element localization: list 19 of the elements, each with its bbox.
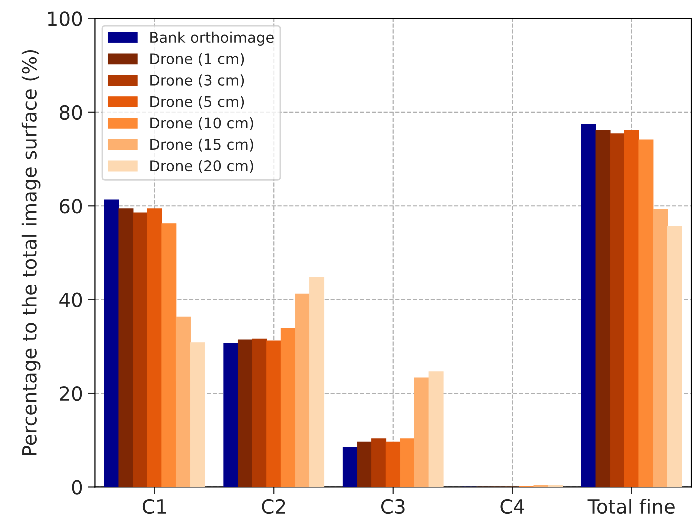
y-tick-label: 80 <box>60 105 82 120</box>
y-tick-label: 40 <box>60 292 82 308</box>
x-tick-label: C2 <box>262 499 286 514</box>
y-tick-label: 0 <box>72 480 82 495</box>
y-axis-title: Percentage to the total image surface (%) <box>22 50 41 456</box>
x-tick-label: Total fine <box>588 499 675 514</box>
y-tick-label: 20 <box>60 386 82 402</box>
legend-label: Drone (3 cm) <box>150 74 244 88</box>
legend-label: Bank orthoimage <box>150 32 274 46</box>
legend-label: Drone (10 cm) <box>150 117 254 130</box>
x-tick-label: C4 <box>500 499 525 514</box>
y-tick-label: 100 <box>48 12 82 26</box>
legend-label: Drone (5 cm) <box>150 96 244 110</box>
legend-label: Drone (1 cm) <box>150 53 244 66</box>
x-tick-label: C3 <box>381 499 405 514</box>
y-tick-label: 60 <box>60 199 82 214</box>
legend-label: Drone (20 cm) <box>150 160 254 174</box>
legend-label: Drone (15 cm) <box>150 138 254 152</box>
x-tick-label: C1 <box>142 499 166 514</box>
